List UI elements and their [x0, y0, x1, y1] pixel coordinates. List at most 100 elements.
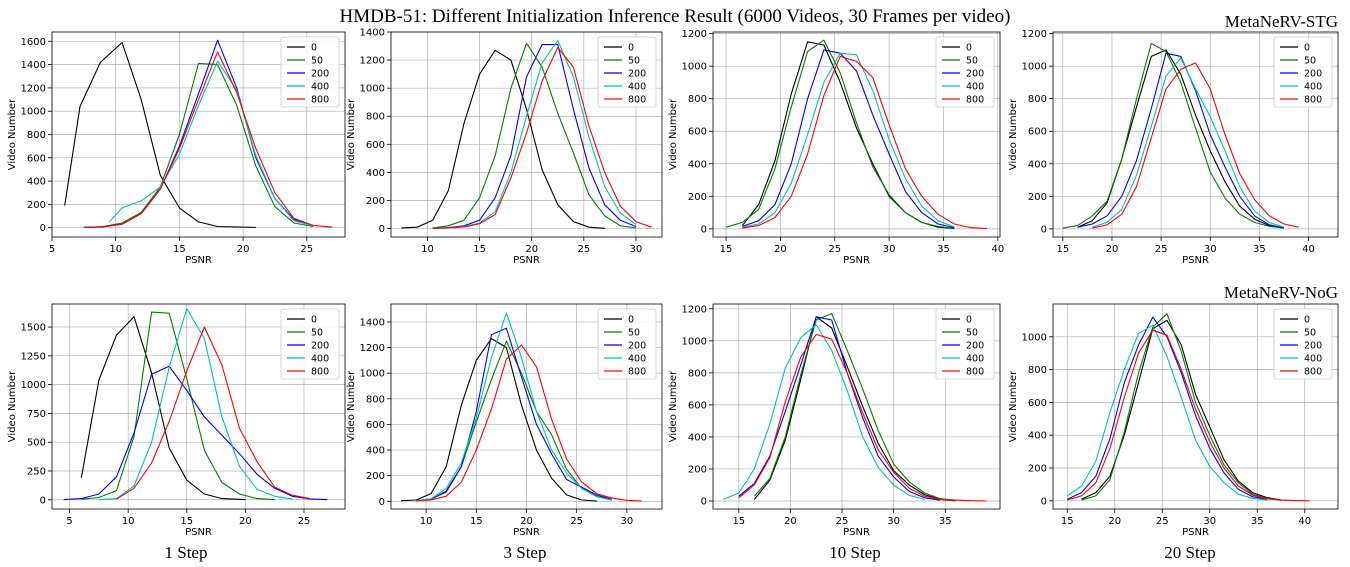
y-tick-label: 1000: [1022, 62, 1047, 73]
series-line-800: [432, 46, 652, 229]
panel-5-chart: 5 10 15 20 250250500750100012501500PSNRVideo…: [7, 303, 346, 538]
x-axis-label: PSNR: [843, 527, 870, 538]
x-tick-label: 15: [1056, 244, 1069, 255]
y-tick-label: 0: [1041, 496, 1047, 507]
y-tick-label: 600: [1028, 127, 1047, 138]
series-line-50: [753, 313, 956, 501]
y-tick-label: 200: [1028, 464, 1047, 475]
legend-label-200: 200: [966, 341, 984, 352]
x-tick-label: 20: [1106, 244, 1119, 255]
panel-2-chart: 10 15 20 25 30 0 200 400 600 800 1000 1200 1400 PSNR V…: [346, 28, 663, 266]
y-tick-label: 1200: [360, 56, 385, 67]
x-axis-label: PSNR: [513, 255, 540, 266]
row-label-nog: MetaNeRV-NoG: [1224, 283, 1338, 302]
y-tick-label: 0: [701, 496, 707, 507]
legend-label-50: 50: [628, 56, 640, 67]
y-tick-label: 1400: [360, 317, 385, 328]
y-tick-label: 200: [27, 200, 46, 211]
y-tick-label: 0: [40, 223, 46, 234]
figure-title: HMDB-51: Different Initialization Infere…: [340, 6, 1011, 27]
legend-label-800: 800: [1304, 95, 1322, 106]
panel-4-legend: 0 50 200 400 800: [1273, 36, 1333, 108]
y-tick-label: 1000: [682, 62, 707, 73]
panel-1-legend: 0 50 200 400 800: [280, 36, 340, 108]
panel-5-legend: 0 50 200 400 800: [280, 308, 340, 380]
y-tick-label: 800: [27, 130, 46, 141]
series-line-0: [401, 49, 605, 229]
panel-7-chart: 15 20 25 30 35 0 200 400 600 800 1000 1200 PSNR Video…: [668, 303, 1001, 538]
x-tick-label: 35: [1251, 516, 1264, 527]
y-tick-label: 1000: [360, 369, 385, 380]
series-line-200: [432, 44, 637, 229]
y-tick-label: 750: [27, 409, 46, 420]
plot-frame: [1052, 31, 1339, 238]
y-axis-label: Video Number: [346, 98, 357, 170]
legend-label-50: 50: [966, 328, 978, 339]
plot-frame: [390, 31, 663, 238]
x-tick-label: 25: [570, 516, 583, 527]
legend-label-0: 0: [966, 315, 972, 326]
x-tick-label: 35: [937, 244, 950, 255]
legend-box: [280, 36, 340, 108]
panel-7-legend: 0 50 200 400 800: [935, 308, 995, 380]
legend-label-400: 400: [966, 82, 984, 93]
x-tick-label: 25: [298, 516, 311, 527]
y-tick-label: 1400: [21, 60, 46, 71]
y-tick-label: 0: [379, 224, 385, 235]
y-tick-label: 200: [688, 192, 707, 203]
legend-box: [935, 308, 995, 380]
y-tick-label: 800: [366, 112, 385, 123]
x-tick-label: 20: [784, 516, 797, 527]
series-line-400: [1092, 57, 1285, 228]
x-tick-label: 10: [109, 244, 122, 255]
y-tick-label: 0: [1041, 224, 1047, 235]
y-tick-label: 0: [379, 497, 385, 508]
y-tick-label: 800: [1028, 365, 1047, 376]
legend-label-800: 800: [311, 95, 329, 106]
legend-label-800: 800: [966, 367, 984, 378]
legend-label-0: 0: [311, 43, 317, 54]
plot-frame: [712, 303, 1001, 510]
column-label-1-step: 1 Step: [165, 543, 208, 562]
x-tick-label: 30: [621, 516, 634, 527]
series-line-0: [64, 41, 256, 228]
legend-label-0: 0: [628, 43, 634, 54]
x-tick-label: 15: [473, 244, 486, 255]
y-axis-label: Video Number: [7, 370, 18, 442]
y-tick-label: 1400: [360, 28, 385, 39]
y-tick-label: 400: [1028, 431, 1047, 442]
x-tick-label: 20: [239, 516, 252, 527]
legend-box: [597, 308, 657, 380]
x-tick-label: 30: [887, 516, 900, 527]
series-line-400: [723, 324, 925, 500]
legend-label-50: 50: [311, 56, 323, 67]
legend-label-0: 0: [628, 315, 634, 326]
y-tick-label: 1250: [21, 351, 46, 362]
y-tick-label: 200: [366, 471, 385, 482]
y-tick-label: 400: [366, 168, 385, 179]
legend-label-50: 50: [628, 328, 640, 339]
y-tick-label: 800: [1028, 94, 1047, 105]
legend-label-200: 200: [1304, 69, 1322, 80]
series-line-200: [1077, 52, 1285, 229]
series-line-200: [738, 316, 941, 501]
series-line-50: [1081, 313, 1282, 501]
x-tick-label: 40: [991, 244, 1004, 255]
x-tick-label: 40: [1302, 244, 1315, 255]
legend-label-400: 400: [628, 82, 646, 93]
series-line-400: [108, 60, 314, 227]
y-tick-label: 1200: [1022, 29, 1047, 40]
y-tick-label: 200: [1028, 192, 1047, 203]
panel-1-chart: 5 10 15 20 25 0 200 400 600 800 1000 1200 1400 1600 PS…: [7, 31, 346, 266]
legend-label-200: 200: [311, 341, 329, 352]
y-axis-label: Video Number: [346, 370, 357, 442]
series-line-50: [83, 62, 314, 228]
series-line-0: [753, 316, 956, 502]
series-line-200: [742, 49, 955, 229]
x-axis-label: PSNR: [1182, 255, 1209, 266]
y-axis-label: Video Number: [668, 98, 679, 170]
x-tick-label: 35: [939, 516, 952, 527]
legend-label-800: 800: [966, 95, 984, 106]
